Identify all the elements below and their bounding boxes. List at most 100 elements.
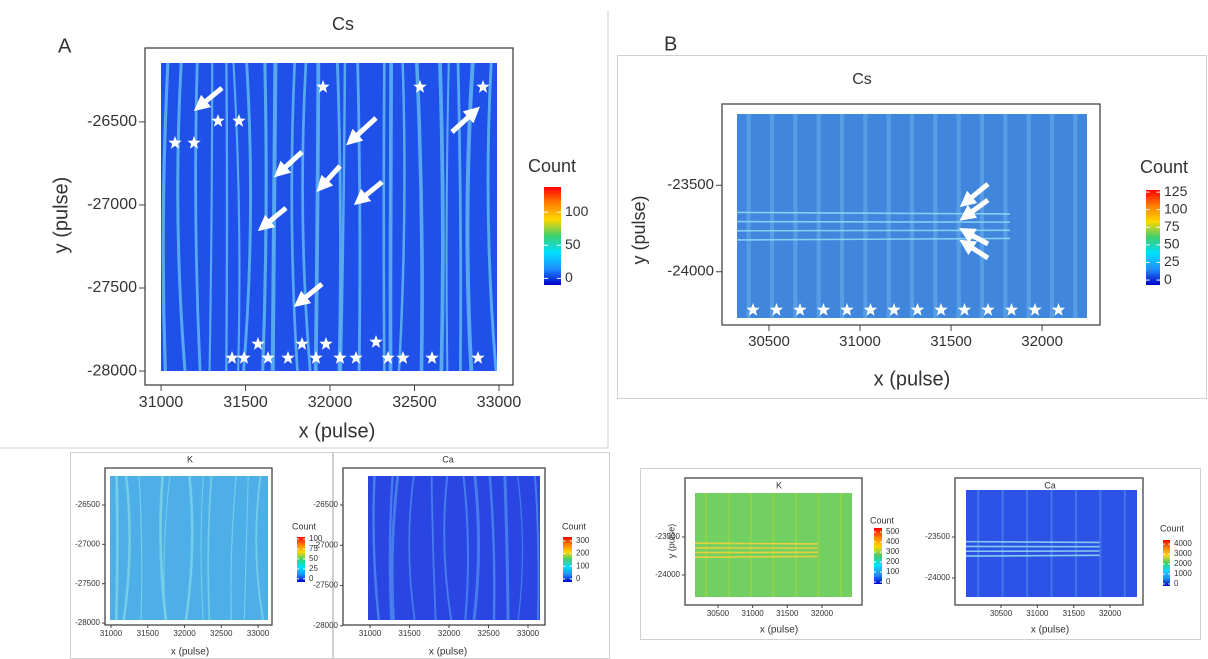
heatmap-chart: Ca 31000 31500 32000 32500 33000 -26500 -27000 -… xyxy=(313,454,590,657)
colorbar-tick-label: 125 xyxy=(1164,183,1188,199)
texture xyxy=(208,63,214,371)
x-tick-label: 32500 xyxy=(477,629,500,638)
x-tick-label: 31500 xyxy=(398,629,421,638)
y-tick-label: -26500 xyxy=(313,500,338,509)
colorbar-title: Count xyxy=(562,521,587,531)
colorbar-tick-label: 50 xyxy=(309,554,318,563)
heatmap-chart: K 31000 31500 32000 32500 33000 -26500 -27000 -2… xyxy=(75,454,323,657)
colorbar-tick-label: 25 xyxy=(309,564,318,573)
texture xyxy=(415,63,424,371)
texture xyxy=(301,63,312,371)
texture xyxy=(430,476,437,620)
x-axis-label: x (pulse) xyxy=(874,368,951,390)
colorbar-tick-label: 75 xyxy=(309,544,318,553)
texture xyxy=(737,220,1011,223)
x-tick-label: 31500 xyxy=(223,394,268,411)
chart-title: Ca xyxy=(442,454,454,464)
heatmap-image xyxy=(110,476,268,620)
star-marker xyxy=(309,351,323,364)
star-marker xyxy=(910,303,925,316)
texture xyxy=(161,63,170,371)
y-tick-label: -26500 xyxy=(87,113,137,130)
x-tick-label: 30500 xyxy=(707,609,730,618)
star-marker xyxy=(1051,303,1066,316)
star-marker xyxy=(261,351,275,364)
panel-border xyxy=(617,55,1207,399)
colorbar xyxy=(1163,540,1170,586)
panel-label: B xyxy=(664,33,677,55)
x-tick-label: 32000 xyxy=(811,609,834,618)
texture xyxy=(517,476,524,620)
star-marker xyxy=(381,351,395,364)
texture xyxy=(408,476,416,620)
texture xyxy=(122,476,131,620)
colorbar xyxy=(874,528,882,584)
colorbar-title: Count xyxy=(870,515,895,525)
star-marker xyxy=(840,303,854,316)
colorbar-title: Count xyxy=(528,156,576,176)
colorbar-tick-label: 75 xyxy=(1164,218,1180,234)
star-marker xyxy=(887,303,901,316)
colorbar-tick-label: 300 xyxy=(886,547,900,556)
y-tick-label: -28000 xyxy=(87,362,137,379)
annotations xyxy=(168,80,1066,364)
star-marker xyxy=(211,114,225,127)
heatmap-chart: Cs 30500 31000 31500 32000 -23500 -24000 x (pul… xyxy=(629,71,1188,390)
colorbar xyxy=(544,187,561,285)
y-tick-label: -23500 xyxy=(667,176,714,193)
x-axis-label: x (pulse) xyxy=(171,647,209,658)
x-tick-label: 31000 xyxy=(100,629,123,638)
texture xyxy=(184,476,194,620)
texture xyxy=(438,63,445,371)
chart-title: Ca xyxy=(1044,480,1056,490)
texture xyxy=(737,229,1011,232)
y-tick-label: -27500 xyxy=(313,581,338,590)
x-tick-label: 33000 xyxy=(517,629,540,638)
charts: Cs 31000 31500 32000 32500 33000 -26500 -27000 -… xyxy=(50,14,1192,658)
texture xyxy=(242,63,253,371)
colorbar-title: Count xyxy=(292,521,317,531)
heatmap-image xyxy=(966,490,1137,597)
heatmap-image xyxy=(161,63,497,371)
star-marker xyxy=(396,351,410,364)
colorbar-tick-label: 0 xyxy=(1174,579,1179,588)
panel-label: A xyxy=(58,35,72,57)
x-tick-label: 33000 xyxy=(247,629,270,638)
colorbar-tick-label: 0 xyxy=(1164,271,1172,287)
colorbar-tick-label: 100 xyxy=(565,203,589,219)
y-tick-label: -27000 xyxy=(87,196,137,213)
star-marker xyxy=(413,80,427,93)
texture xyxy=(388,476,394,620)
star-marker xyxy=(232,114,246,127)
star-marker xyxy=(1004,303,1019,316)
x-tick-label: 31500 xyxy=(1063,609,1086,618)
colorbar-tick-label: 200 xyxy=(886,557,900,566)
x-axis-label: x (pulse) xyxy=(429,647,467,658)
texture xyxy=(390,476,400,620)
texture xyxy=(200,476,204,620)
star-marker xyxy=(225,351,239,364)
y-axis-label: y (pulse) xyxy=(50,177,72,254)
star-marker xyxy=(1028,303,1042,316)
y-tick-label: -27000 xyxy=(313,540,338,549)
y-tick-label: -23500 xyxy=(925,532,950,541)
star-marker xyxy=(349,351,363,364)
texture xyxy=(243,476,249,620)
colorbar-tick-label: 25 xyxy=(1164,253,1180,269)
arrow xyxy=(353,180,384,206)
x-tick-label: 32500 xyxy=(210,629,233,638)
star-marker xyxy=(281,351,295,364)
arrow xyxy=(274,150,304,178)
arrow xyxy=(346,116,378,146)
texture xyxy=(230,476,237,620)
colorbar-tick-label: 0 xyxy=(886,577,891,586)
x-tick-label: 32000 xyxy=(173,629,196,638)
colorbar-tick-label: 400 xyxy=(886,537,900,546)
x-tick-label: 32000 xyxy=(438,629,461,638)
texture xyxy=(388,63,393,371)
star-marker xyxy=(333,351,347,364)
arrow xyxy=(316,164,342,192)
colorbar-tick-label: 100 xyxy=(1164,200,1188,216)
texture xyxy=(488,476,496,620)
star-marker xyxy=(316,80,330,93)
